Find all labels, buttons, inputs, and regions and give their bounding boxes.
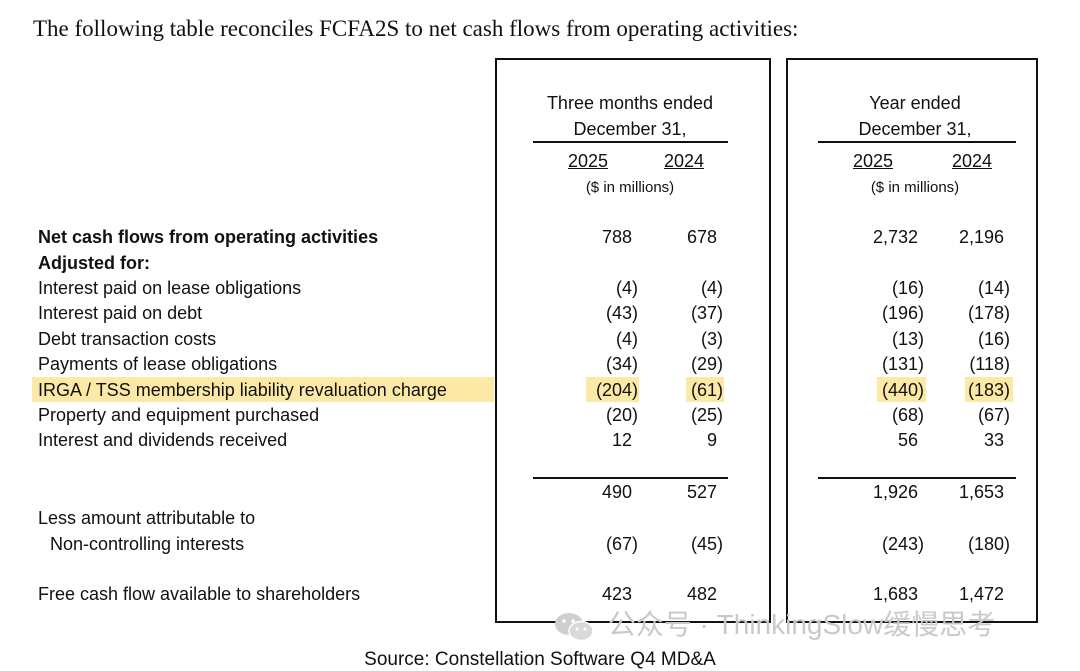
cell: (178): [967, 303, 1010, 323]
cell: (180): [967, 534, 1010, 554]
q-year-2024: 2024: [663, 151, 705, 171]
cell: 1,653: [958, 482, 1004, 502]
wechat-icon: [554, 609, 608, 641]
cell: (37): [690, 303, 723, 323]
row-label-property-equipment: Property and equipment purchased: [38, 405, 320, 425]
cell: 56: [897, 430, 918, 450]
cell: (67): [977, 405, 1010, 425]
cell: (16): [977, 329, 1010, 349]
row-label-less-attributable: Less amount attributable to: [38, 508, 256, 528]
cell: 9: [706, 430, 717, 450]
row-label-free-cash-flow: Free cash flow available to shareholders: [38, 584, 361, 604]
row-label-interest-lease: Interest paid on lease obligations: [38, 278, 302, 298]
source-caption: Source: Constellation Software Q4 MD&A: [364, 649, 716, 670]
cell: 12: [611, 430, 632, 450]
cell: 788: [601, 227, 632, 247]
cell: (43): [605, 303, 638, 323]
cell: (183): [967, 380, 1010, 400]
cell: (118): [969, 354, 1010, 374]
subtotal-rule-year: [818, 477, 1016, 479]
cell: (131): [881, 354, 924, 374]
cell: 2,196: [958, 227, 1004, 247]
cell: 482: [686, 584, 717, 604]
highlight-q2025: [586, 377, 639, 402]
row-label-adjusted-for: Adjusted for:: [38, 253, 150, 273]
cell: (14): [977, 278, 1010, 298]
cell: (67): [605, 534, 638, 554]
cell: (16): [891, 278, 924, 298]
cell: (25): [690, 405, 723, 425]
cell: (4): [616, 278, 638, 298]
y-header-line1: Year ended: [869, 93, 961, 113]
q-header-line2: December 31,: [573, 119, 687, 139]
year-ended-box: [786, 58, 1038, 623]
cell: (196): [881, 303, 924, 323]
cell: 1,683: [872, 584, 918, 604]
cell: (20): [605, 405, 638, 425]
q-header-line1: Three months ended: [546, 93, 714, 113]
cell: 33: [983, 430, 1004, 450]
row-label-debt-transaction: Debt transaction costs: [38, 329, 217, 349]
y-units: ($ in millions): [870, 179, 960, 196]
row-label-irga-tss: IRGA / TSS membership liability revaluat…: [38, 380, 447, 400]
cell: (243): [881, 534, 924, 554]
y-header-rule: [818, 141, 1016, 143]
cell: 423: [601, 584, 632, 604]
cell: (440): [881, 380, 924, 400]
cell: 527: [686, 482, 717, 502]
cell: (3): [701, 329, 723, 349]
highlight-label: [32, 377, 494, 402]
cell: 1,926: [872, 482, 918, 502]
cell: (68): [891, 405, 924, 425]
highlight-y2024: [965, 377, 1013, 402]
cell: (34): [605, 354, 638, 374]
cell: 1,472: [958, 584, 1004, 604]
q-year-2025: 2025: [567, 151, 609, 171]
y-header-line2: December 31,: [858, 119, 972, 139]
cell: (204): [595, 380, 638, 400]
cell: (45): [690, 534, 723, 554]
cell: 678: [686, 227, 717, 247]
cell: 490: [601, 482, 632, 502]
row-label-lease-payments: Payments of lease obligations: [38, 354, 278, 374]
row-label-interest-debt: Interest paid on debt: [38, 303, 203, 323]
cell: (61): [690, 380, 723, 400]
row-label-net-cash-flows: Net cash flows from operating activities: [38, 227, 379, 247]
highlight-q2024: [686, 377, 724, 402]
cell: 2,732: [872, 227, 918, 247]
row-label-non-controlling: Non-controlling interests: [50, 534, 245, 554]
watermark: 公众号 · ThinkingSlow缓慢思考: [554, 608, 995, 643]
highlight-y2025: [877, 377, 926, 402]
q-units: ($ in millions): [585, 179, 675, 196]
y-year-2024: 2024: [951, 151, 993, 171]
q-header-rule: [533, 141, 728, 143]
three-months-box: [495, 58, 771, 623]
y-year-2025: 2025: [852, 151, 894, 171]
cell: (4): [701, 278, 723, 298]
intro-text: The following table reconciles FCFA2S to…: [33, 16, 799, 41]
row-label-interest-dividends: Interest and dividends received: [38, 430, 288, 450]
cell: (13): [891, 329, 924, 349]
watermark-text: 公众号 · ThinkingSlow缓慢思考: [607, 609, 996, 640]
cell: (4): [616, 329, 638, 349]
cell: (29): [690, 354, 723, 374]
subtotal-rule-quarter: [533, 477, 728, 479]
